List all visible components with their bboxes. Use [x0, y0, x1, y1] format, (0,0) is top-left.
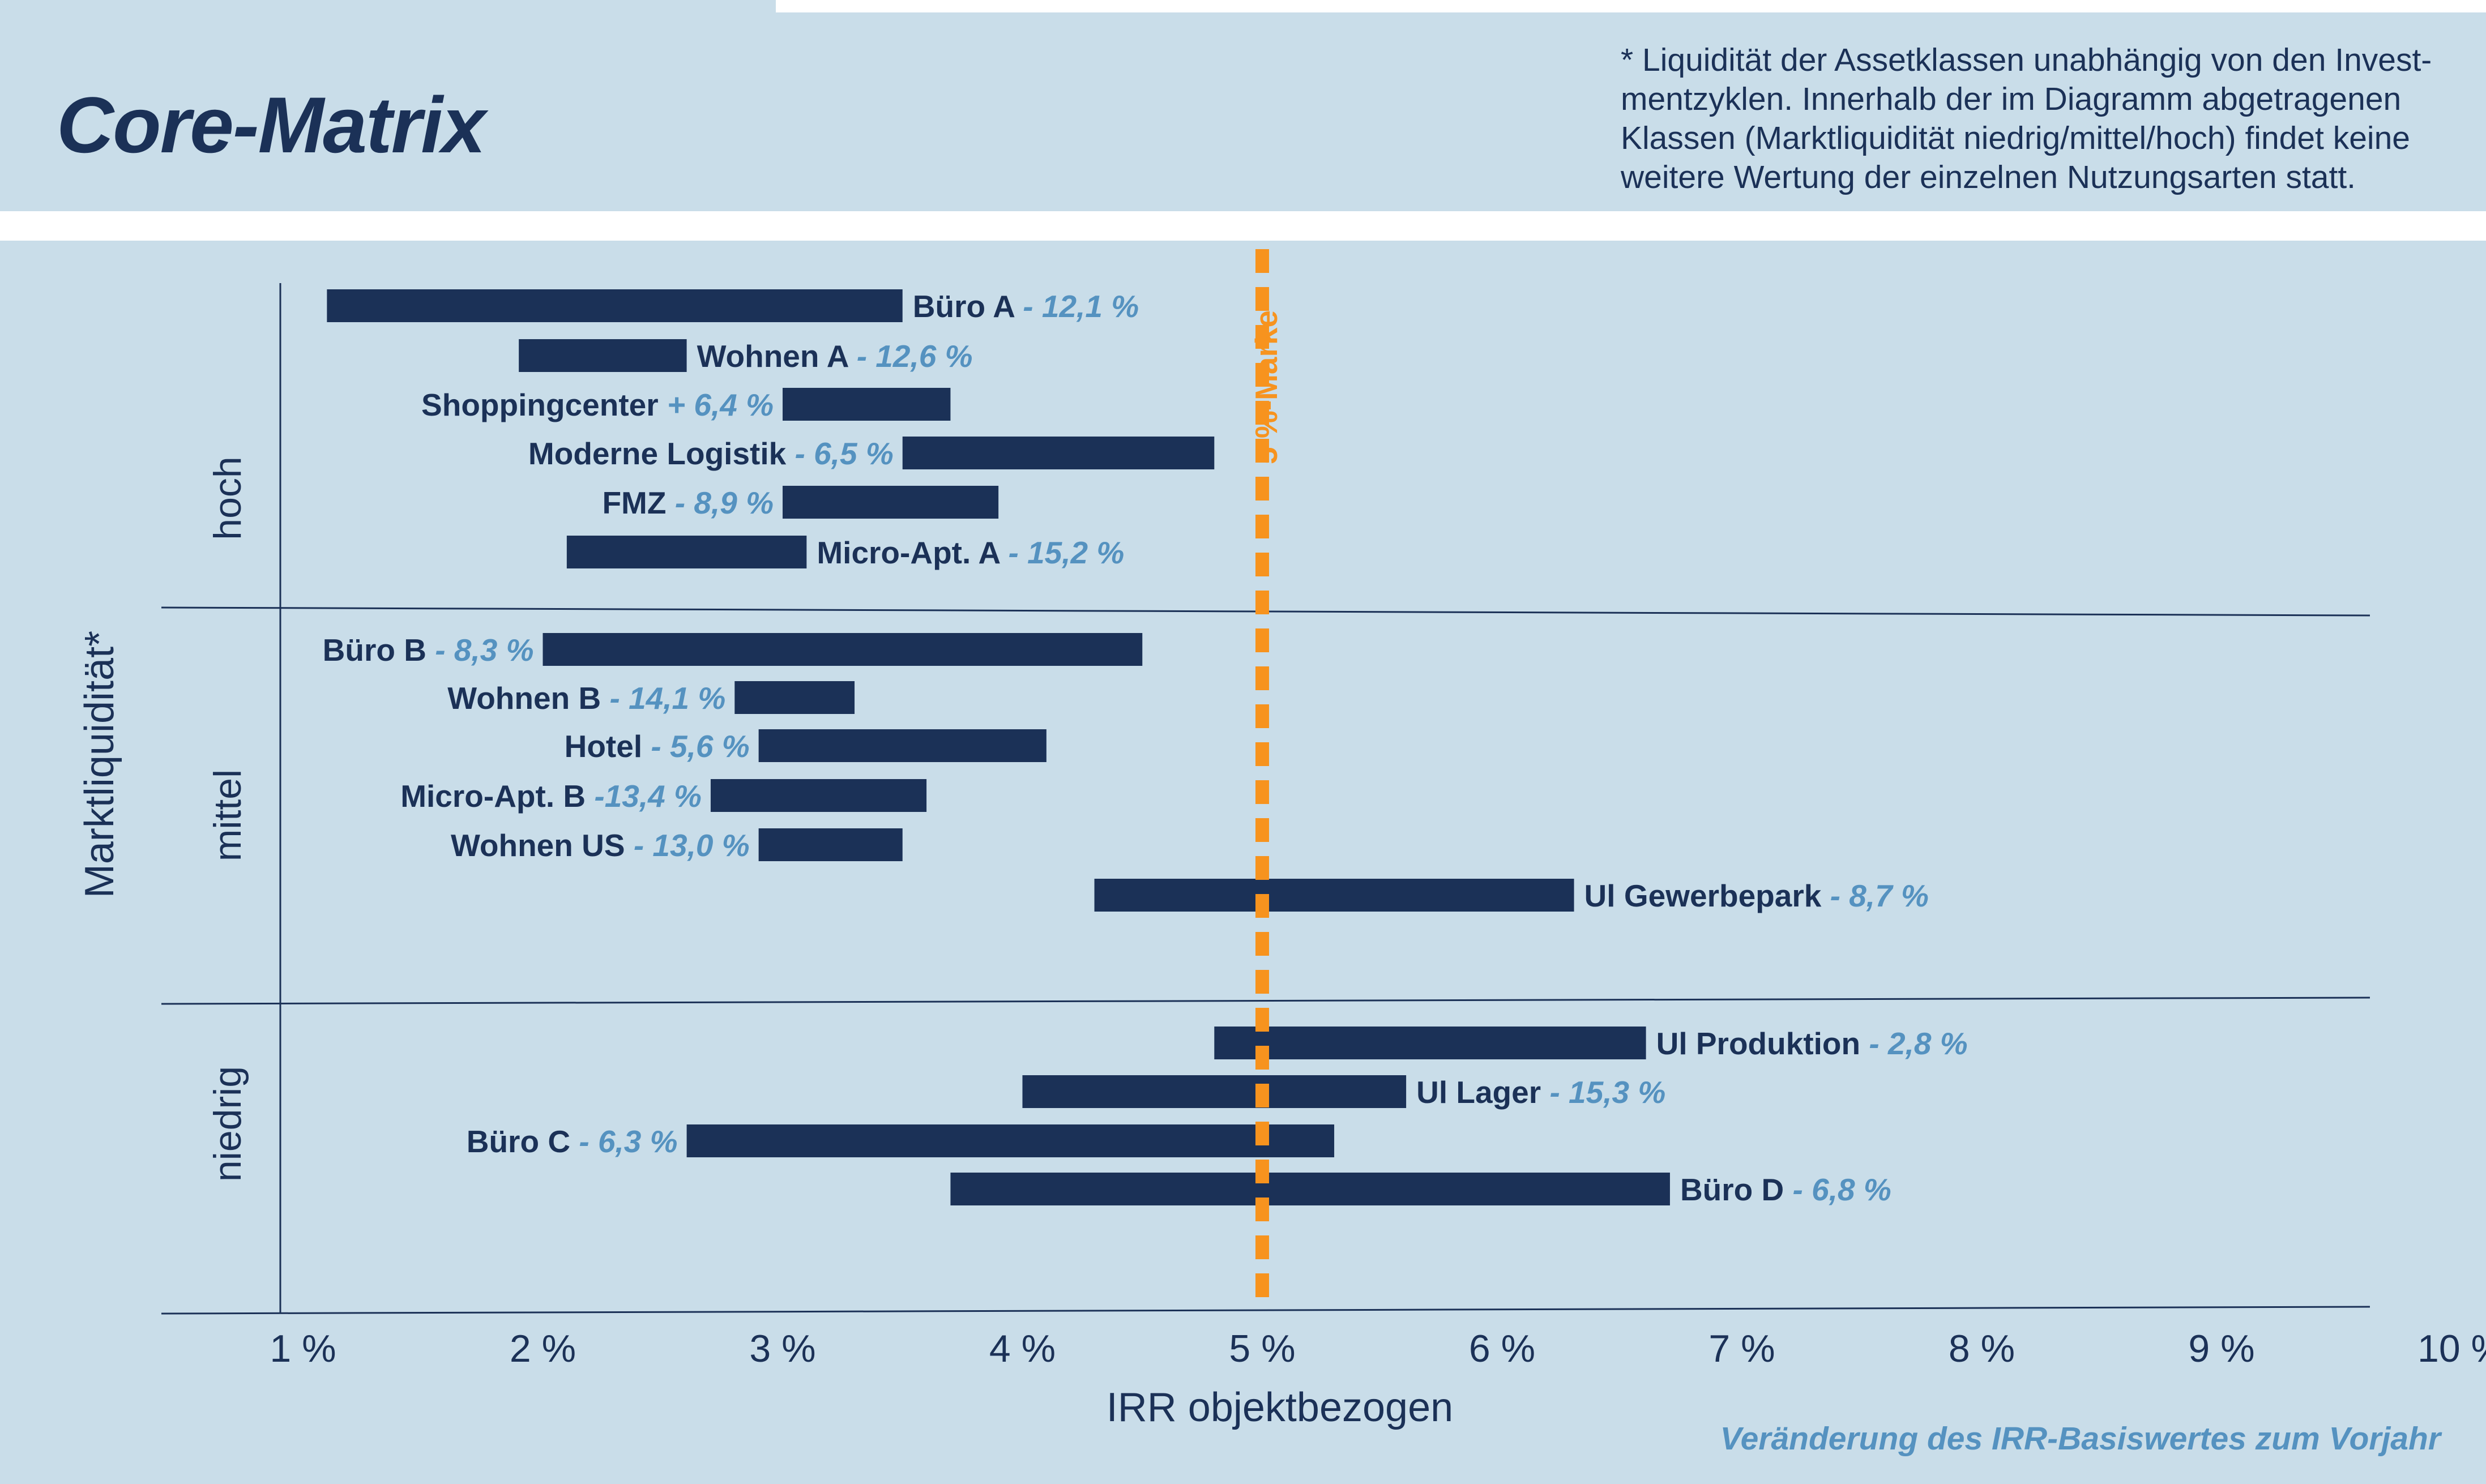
bar-label-buero-d: Büro D - 6,8 % [1680, 1172, 1891, 1207]
irr-change: - 15,3 % [1549, 1075, 1665, 1110]
asset-name: Hotel [565, 729, 651, 764]
bar-ul-produktion [1214, 1027, 1646, 1059]
irr-change: - 13,0 % [634, 828, 750, 863]
change-legend-note: Veränderung des IRR-Basiswertes zum Vorj… [1720, 1421, 2442, 1457]
bar-label-ul-gewerbepark: Ul Gewerbepark - 8,7 % [1584, 878, 1929, 913]
irr-change: - 14,1 % [609, 681, 725, 716]
asset-name: Moderne Logistik [528, 436, 795, 471]
chart-panel [0, 241, 2486, 1484]
irr-change: - 5,6 % [651, 729, 749, 764]
asset-name: FMZ [602, 485, 674, 520]
bar-label-micro-apt-a: Micro-Apt. A - 15,2 % [817, 535, 1124, 570]
asset-name: Büro D [1680, 1172, 1793, 1207]
irr-change: - 12,1 % [1023, 289, 1139, 324]
x-axis-title: IRR objektbezogen [1107, 1385, 1453, 1430]
x-tick-labels: 1 % 2 % 3 % 4 % 5 % 6 % 7 % 8 % 9 % 10 % [270, 1327, 2486, 1370]
irr-change: - 8,9 % [675, 485, 774, 520]
footnote-line-2: mentzyklen. Innerhalb der im Diagramm ab… [1621, 81, 2402, 117]
bars-layer [327, 289, 1670, 1205]
x-tick-label: 10 % [2417, 1327, 2486, 1370]
irr-change: - 2,8 % [1869, 1026, 1967, 1061]
asset-name: Wohnen A [697, 339, 857, 374]
x-tick-label: 9 % [2188, 1327, 2254, 1370]
irr-change: - 8,3 % [435, 632, 533, 668]
irr-change: - 6,3 % [579, 1124, 677, 1159]
bar-micro-apt-b [710, 779, 927, 812]
irr-change: - 12,6 % [857, 339, 973, 374]
asset-name: Wohnen B [447, 681, 609, 716]
irr-change: - 6,5 % [795, 436, 894, 471]
bar-label-ul-produktion: Ul Produktion - 2,8 % [1656, 1026, 1968, 1061]
bar-hotel [758, 729, 1046, 762]
x-tick-label: 6 % [1469, 1327, 1535, 1370]
bar-wohnen-b [734, 681, 855, 714]
header-panel [0, 0, 2486, 211]
bar-label-hotel: Hotel - 5,6 % [565, 729, 750, 764]
irr-change: - 15,2 % [1008, 535, 1124, 570]
category-niedrig: niedrig [206, 1066, 249, 1182]
x-axis-line [161, 1306, 2370, 1315]
bar-label-shoppingcenter: Shoppingcenter + 6,4 % [421, 387, 774, 422]
asset-name: Ul Produktion [1656, 1026, 1869, 1061]
separator-mittel-niedrig [161, 997, 2370, 1005]
x-tick-label: 1 % [270, 1327, 336, 1370]
bar-buero-c [686, 1124, 1335, 1157]
irr-change: -13,4 % [594, 779, 702, 814]
asset-name: Büro A [913, 289, 1023, 324]
asset-name: Shoppingcenter [421, 387, 667, 422]
asset-name: Büro B [323, 632, 435, 668]
asset-name: Ul Lager [1416, 1075, 1549, 1110]
header-notch [776, 0, 2486, 12]
bar-label-micro-apt-b: Micro-Apt. B -13,4 % [400, 779, 702, 814]
footnote-line-1: * Liquidität der Assetklassen unabhängig… [1621, 42, 2432, 78]
asset-name: Ul Gewerbepark [1584, 878, 1830, 913]
bar-ul-gewerbepark [1094, 879, 1574, 912]
bar-wohnen-us [758, 828, 903, 861]
category-labels: hoch mittel niedrig [206, 456, 249, 1182]
bar-micro-apt-a [566, 536, 807, 568]
labels-layer: Büro A - 12,1 % Wohnen A - 12,6 % Shopping… [323, 289, 1968, 1207]
bar-label-wohnen-b: Wohnen B - 14,1 % [447, 681, 725, 716]
bar-wohnen-a [519, 339, 687, 372]
y-axis-title: Marktliquidität* [77, 631, 122, 898]
bar-label-wohnen-a: Wohnen A - 12,6 % [697, 339, 973, 374]
bar-label-buero-a: Büro A - 12,1 % [913, 289, 1139, 324]
bar-shoppingcenter [783, 388, 951, 421]
bar-fmz [783, 486, 999, 519]
irr-change: - 6,8 % [1793, 1172, 1891, 1207]
irr-change: + 6,4 % [667, 387, 774, 422]
bar-buero-a [327, 289, 903, 322]
bar-label-moderne-logistik: Moderne Logistik - 6,5 % [528, 436, 894, 471]
footnote: * Liquidität der Assetklassen unabhängig… [1621, 41, 2459, 197]
x-tick-label: 2 % [510, 1327, 576, 1370]
bar-label-wohnen-us: Wohnen US - 13,0 % [451, 828, 750, 863]
bar-label-buero-c: Büro C - 6,3 % [467, 1124, 678, 1159]
x-tick-label: 8 % [1949, 1327, 2015, 1370]
asset-name: Wohnen US [451, 828, 634, 863]
asset-name: Büro C [467, 1124, 579, 1159]
x-tick-label: 5 % [1229, 1327, 1295, 1370]
reference-line-label: 5 %-Marke [1249, 310, 1284, 464]
category-hoch: hoch [206, 456, 249, 540]
x-tick-label: 3 % [749, 1327, 815, 1370]
bar-buero-b [543, 633, 1143, 666]
bar-buero-d [950, 1173, 1670, 1205]
bar-label-buero-b: Büro B - 8,3 % [323, 632, 534, 668]
bar-label-ul-lager: Ul Lager - 15,3 % [1416, 1075, 1665, 1110]
footnote-line-3: Klassen (Marktliquidität niedrig/mittel/… [1621, 120, 2410, 156]
bar-label-fmz: FMZ - 8,9 % [602, 485, 774, 520]
bar-ul-lager [1022, 1075, 1407, 1108]
bar-moderne-logistik [902, 437, 1215, 469]
x-tick-label: 4 % [989, 1327, 1056, 1370]
category-mittel: mittel [206, 769, 249, 861]
asset-name: Micro-Apt. A [817, 535, 1008, 570]
asset-name: Micro-Apt. B [400, 779, 594, 814]
page-title: Core-Matrix [57, 80, 486, 169]
irr-change: - 8,7 % [1830, 878, 1929, 913]
reference-layer: 5 %-Marke [1249, 249, 1284, 1305]
footnote-line-4: weitere Wertung der einzelnen Nutzungsar… [1621, 159, 2356, 195]
x-tick-label: 7 % [1708, 1327, 1775, 1370]
